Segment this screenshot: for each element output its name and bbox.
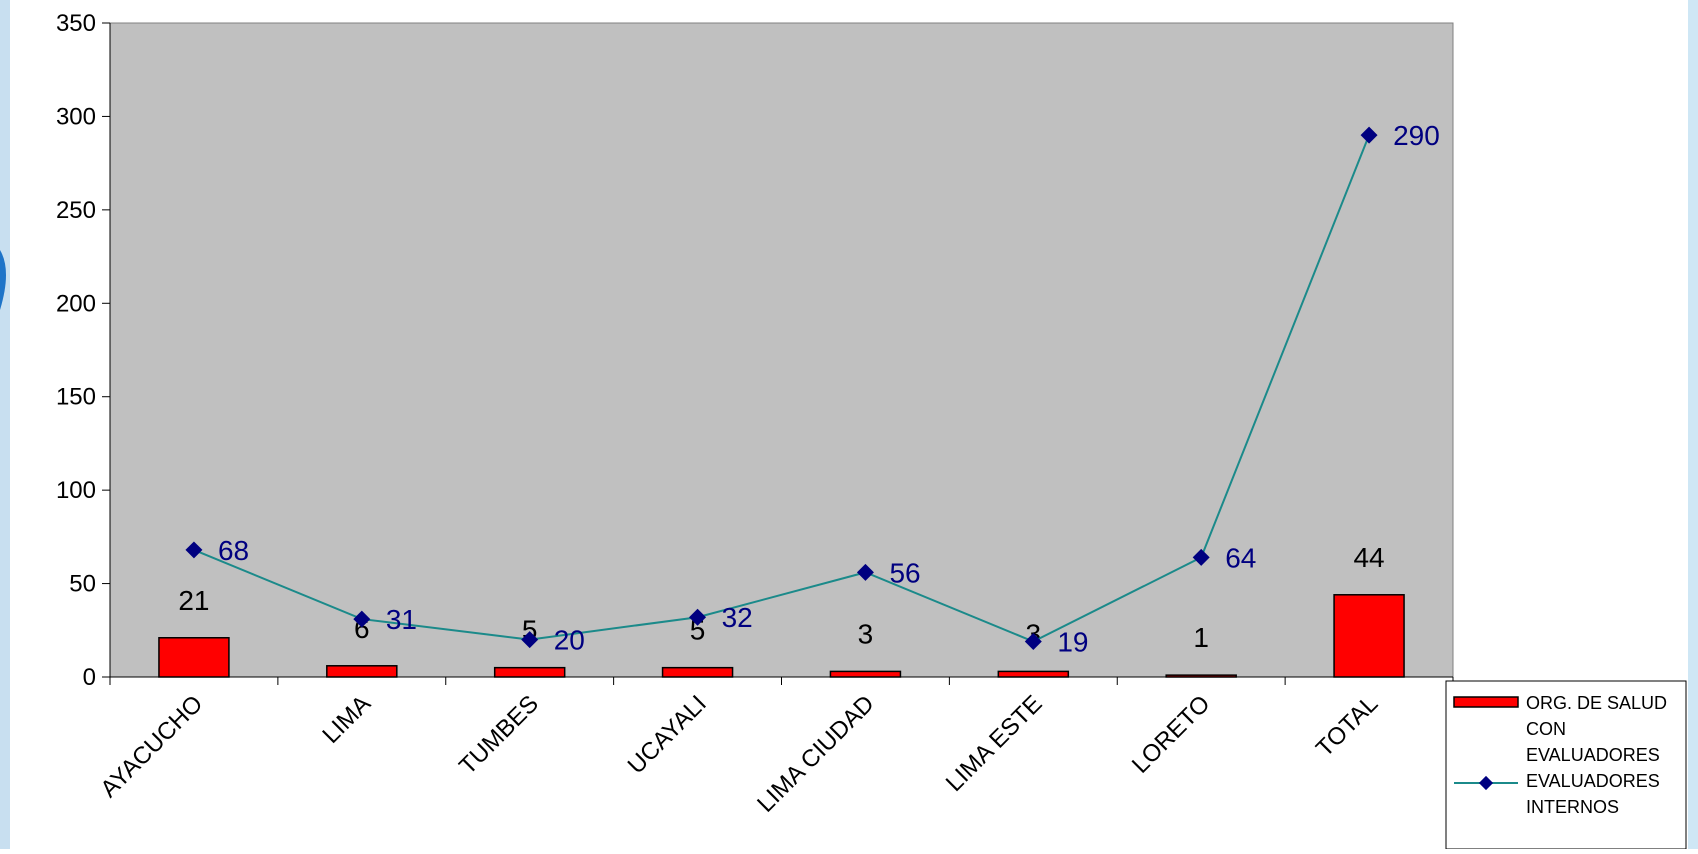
y-tick-label: 0: [83, 664, 96, 691]
y-axis: 0 50 100 150 200 250 300 350: [56, 10, 111, 691]
line-value-label: 32: [722, 602, 753, 633]
y-tick-label: 150: [56, 384, 96, 411]
bar: [997, 670, 1070, 678]
bar-value-label: 21: [178, 585, 209, 616]
legend-labels: ORG. DE SALUD CON EVALUADORES EVALUADORE…: [1526, 690, 1696, 820]
line-value-label: 19: [1057, 626, 1088, 657]
bar-value-label: 44: [1353, 542, 1384, 573]
x-tick-label: LIMA: [317, 690, 376, 749]
legend-bar-swatch: [1453, 696, 1519, 708]
bar: [1165, 674, 1237, 678]
legend-line-marker: [1478, 775, 1494, 791]
x-tick-label: TUMBES: [454, 690, 544, 780]
x-tick-label: UCAYALI: [623, 690, 712, 779]
bar: [326, 665, 398, 678]
bar: [493, 666, 566, 678]
y-tick-label: 100: [56, 477, 96, 504]
y-tick-label: 250: [56, 197, 96, 224]
plot-area: [109, 22, 1454, 678]
line-value-label: 68: [218, 535, 249, 566]
x-tick-label: LORETO: [1127, 690, 1216, 779]
left-decor-strip: [0, 0, 10, 849]
right-decor-strip: [1688, 0, 1698, 849]
bar-value-label: 5: [690, 615, 706, 646]
bar: [829, 670, 902, 678]
line-value-label: 56: [889, 557, 920, 588]
line-marker: [353, 610, 371, 628]
bar-series: [158, 594, 1405, 678]
x-tick-label: LIMA ESTE: [941, 690, 1048, 797]
line-value-label: 31: [386, 604, 417, 635]
line-value-label: 290: [1393, 120, 1440, 151]
series-line: [193, 134, 1370, 643]
line-value-label: 64: [1225, 542, 1256, 573]
legend-bar-label: ORG. DE SALUD CON EVALUADORES: [1526, 693, 1668, 765]
x-tick-label: TOTAL: [1311, 690, 1383, 762]
bar-value-label: 1: [1193, 622, 1209, 653]
y-tick-label: 300: [56, 103, 96, 130]
line-marker: [689, 608, 707, 626]
line-series: [185, 126, 1378, 650]
y-tick-label: 200: [56, 290, 96, 317]
line-value-label: 20: [554, 625, 585, 656]
line-marker: [521, 631, 539, 649]
left-decor-swirl: [0, 250, 6, 310]
legend-box: [1445, 680, 1687, 850]
y-tick-label: 350: [56, 10, 96, 37]
line-marker: [185, 541, 203, 559]
legend: [1445, 680, 1687, 850]
line-marker: [1192, 548, 1210, 566]
x-tick-label: LIMA CIUDAD: [752, 690, 880, 818]
bar: [1333, 594, 1405, 678]
line-marker: [856, 563, 874, 581]
x-tick-labels: AYACUCHO LIMA TUMBES UCAYALI LIMA CIUDAD LIMA…: [95, 690, 1383, 818]
legend-line-label: EVALUADORES INTERNOS: [1526, 771, 1660, 817]
bar-value-label: 3: [858, 618, 874, 649]
bar: [661, 666, 734, 678]
bar: [158, 637, 230, 678]
y-tick-label: 50: [69, 571, 96, 598]
x-tick-label: AYACUCHO: [95, 690, 208, 803]
line-marker: [1024, 633, 1042, 650]
x-axis: [109, 676, 1454, 685]
